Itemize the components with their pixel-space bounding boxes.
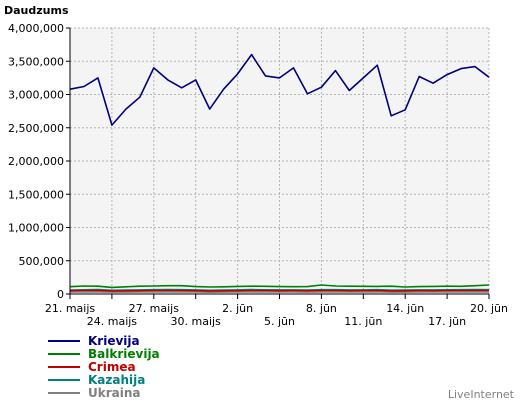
y-axis-title: Daudzums <box>4 4 69 17</box>
legend-label: Balkrievija <box>88 347 160 361</box>
y-axis-ticks: 0 500,000 1,000,000 1,500,000 2,000,000 2,500… <box>8 22 70 301</box>
y-tick-label: 1,000,000 <box>8 222 64 235</box>
legend-label: Ukraina <box>88 386 141 400</box>
credit-text: LiveInternet <box>448 388 515 401</box>
x-tick-label: 8. jūn <box>306 302 337 315</box>
y-tick-label: 3,000,000 <box>8 89 64 102</box>
y-tick-label: 2,000,000 <box>8 155 64 168</box>
x-tick-label: 30. maijs <box>171 315 222 328</box>
y-tick-label: 3,500,000 <box>8 55 64 68</box>
y-tick-label: 1,500,000 <box>8 188 64 201</box>
y-tick-label: 2,500,000 <box>8 122 64 135</box>
legend-label: Kazahija <box>88 373 145 387</box>
x-tick-label: 14. jūn <box>386 302 424 315</box>
y-tick-label: 4,000,000 <box>8 22 64 35</box>
x-tick-label: 20. jūn <box>470 302 508 315</box>
x-tick-label: 24. maijs <box>87 315 138 328</box>
x-tick-label: 21. maijs <box>45 302 96 315</box>
x-tick-label: 17. jūn <box>428 315 466 328</box>
y-tick-label: 500,000 <box>19 255 65 268</box>
y-tick-label: 0 <box>57 288 64 301</box>
x-tick-label: 27. maijs <box>129 302 180 315</box>
legend-label: Crimea <box>88 360 136 374</box>
series-line <box>70 290 489 291</box>
x-tick-label: 2. jūn <box>222 302 253 315</box>
x-tick-label: 5. jūn <box>264 315 295 328</box>
x-tick-label: 11. jūn <box>344 315 382 328</box>
legend-label: Krievija <box>88 334 140 348</box>
